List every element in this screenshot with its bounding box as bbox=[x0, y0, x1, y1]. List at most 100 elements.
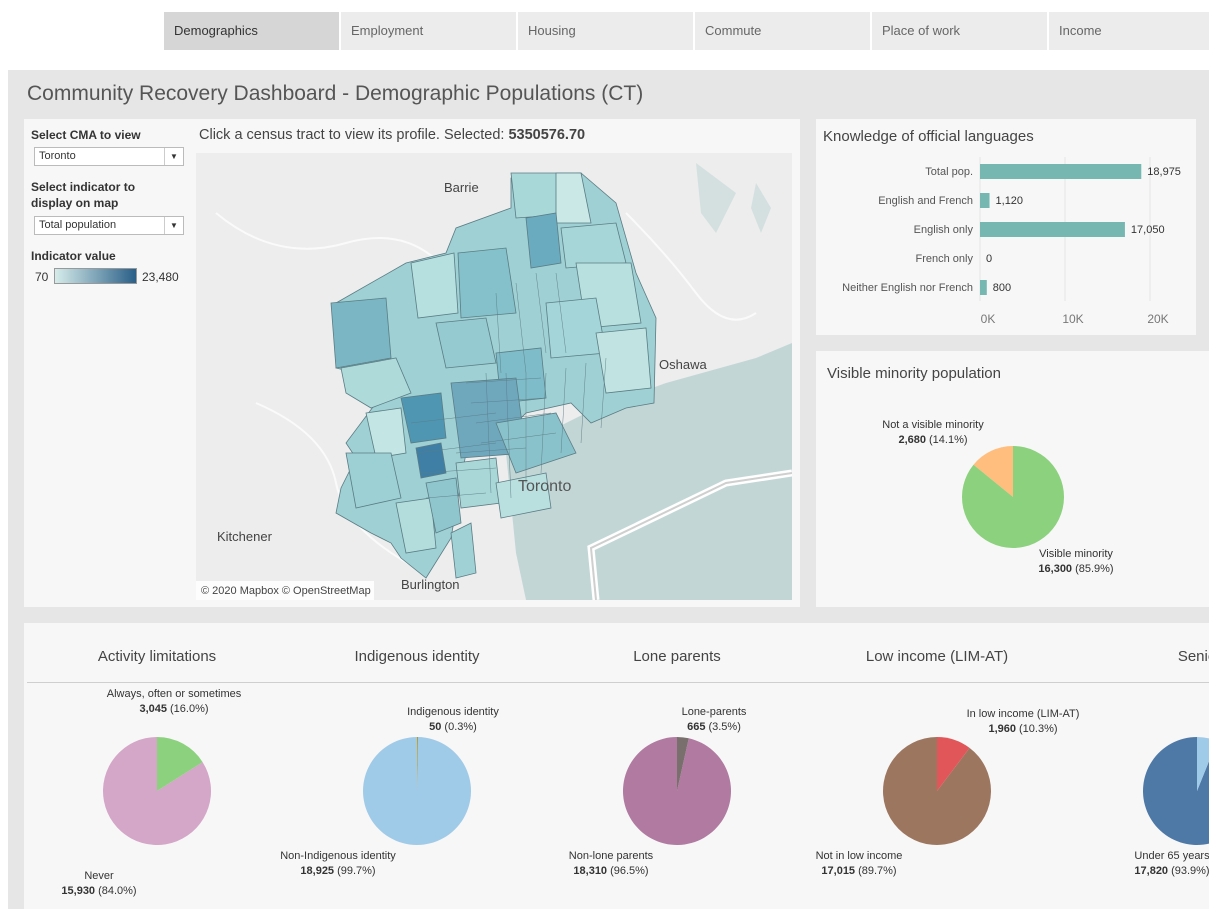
major-slice-pct: (96.5%) bbox=[610, 865, 649, 877]
visible-minority-chart: Not a visible minority 2,680 (14.1%) Visi… bbox=[882, 419, 1113, 575]
major-slice-number: 17,015 bbox=[821, 865, 855, 877]
slice-value-number: 16,300 bbox=[1038, 563, 1072, 575]
pie-slice-minor[interactable] bbox=[937, 737, 970, 791]
legend-ramp bbox=[54, 268, 137, 284]
minor-slice-value: 665 (3.5%) bbox=[687, 721, 741, 733]
minor-slice-number: 1,960 bbox=[988, 723, 1016, 735]
major-slice-value: 17,015 (89.7%) bbox=[821, 865, 896, 877]
languages-chart: Total pop. 18,975 English and French 1,120 E… bbox=[842, 157, 1181, 326]
major-slice-value: 17,820 (93.9%) bbox=[1134, 865, 1209, 877]
pie-slice-not-visible-minority[interactable] bbox=[973, 446, 1013, 497]
minor-slice-label: Indigenous identity bbox=[407, 706, 499, 718]
indicator-select-value: Total population bbox=[39, 219, 117, 231]
bar-value-label: 17,050 bbox=[1131, 224, 1165, 236]
major-slice-label: Non-Indigenous identity bbox=[280, 850, 396, 862]
bar-value-label: 0 bbox=[986, 253, 992, 265]
pie-title: Lone parents bbox=[633, 648, 721, 665]
census-tracts[interactable] bbox=[330, 172, 657, 579]
pie-slice-minor[interactable] bbox=[1197, 737, 1209, 791]
legend-max: 23,480 bbox=[142, 270, 179, 284]
major-slice-pct: (93.9%) bbox=[1171, 865, 1209, 877]
map-attribution: © 2020 Mapbox © OpenStreetMap bbox=[201, 585, 371, 597]
axis-tick-label: 20K bbox=[1147, 312, 1168, 326]
tab-housing[interactable]: Housing bbox=[518, 12, 693, 50]
cma-select-value: Toronto bbox=[39, 150, 76, 162]
bar-category-label: English and French bbox=[878, 195, 973, 207]
chevron-down-icon[interactable]: ▼ bbox=[164, 217, 183, 234]
bar[interactable] bbox=[980, 164, 1142, 179]
tab-place-of-work[interactable]: Place of work bbox=[872, 12, 1047, 50]
tab-demographics[interactable]: Demographics bbox=[164, 12, 339, 50]
map-labels: Barrie Oshawa Kitchener Burlington Toron… bbox=[217, 180, 707, 592]
bar[interactable] bbox=[980, 193, 990, 208]
visible-minority-title: Visible minority population bbox=[827, 365, 1001, 382]
pie-slice-minor[interactable] bbox=[417, 737, 419, 791]
pie-title: Activity limitations bbox=[98, 648, 216, 665]
selected-tract: 5350576.70 bbox=[508, 127, 586, 143]
minor-slice-pct: (10.3%) bbox=[1019, 723, 1058, 735]
cma-label: Select CMA to view bbox=[31, 128, 141, 142]
chevron-down-icon[interactable]: ▼ bbox=[164, 148, 183, 165]
visible-minority-panel: Visible minority population Not a visibl… bbox=[816, 351, 1209, 607]
bar-category-label: French only bbox=[916, 253, 974, 265]
cma-select[interactable]: Toronto ▼ bbox=[34, 147, 184, 166]
pie-slice-major[interactable] bbox=[623, 737, 732, 845]
minor-slice-label: In low income (LIM-AT) bbox=[967, 708, 1080, 720]
slice-value-pct: (85.9%) bbox=[1075, 563, 1114, 575]
demographic-pies-panel: Activity limitations Always, often or som… bbox=[24, 623, 1209, 909]
minor-slice-value: 50 (0.3%) bbox=[429, 721, 477, 733]
languages-title: Knowledge of official languages bbox=[823, 128, 1034, 145]
pie-slice-minor[interactable] bbox=[677, 737, 689, 791]
axis-tick-label: 10K bbox=[1062, 312, 1083, 326]
legend-min: 70 bbox=[35, 270, 49, 284]
bar-value-label: 800 bbox=[993, 282, 1011, 294]
lake-ontario bbox=[506, 343, 792, 600]
minor-slice-number: 3,045 bbox=[139, 703, 167, 715]
major-slice-label: Under 65 years bbox=[1134, 850, 1209, 862]
languages-panel: Knowledge of official languages Total po… bbox=[816, 119, 1196, 335]
pie-slice-visible-minority[interactable] bbox=[962, 446, 1064, 548]
bar-category-label: Total pop. bbox=[925, 166, 973, 178]
map-panel: Select CMA to view Toronto ▼ Select indi… bbox=[24, 119, 800, 607]
pie-slice-major[interactable] bbox=[363, 737, 472, 845]
major-slice-value: 18,310 (96.5%) bbox=[573, 865, 648, 877]
map-header-text: Click a census tract to view its profile… bbox=[199, 127, 509, 143]
slice-value: 16,300 (85.9%) bbox=[1038, 563, 1113, 575]
place-label-kitchener: Kitchener bbox=[217, 529, 273, 544]
map-canvas[interactable]: Barrie Oshawa Kitchener Burlington Toron… bbox=[196, 153, 792, 600]
major-slice-number: 18,310 bbox=[573, 865, 607, 877]
dashboard: Community Recovery Dashboard - Demograph… bbox=[8, 70, 1209, 909]
major-slice-number: 18,925 bbox=[300, 865, 334, 877]
pie-slice-major[interactable] bbox=[1143, 737, 1209, 845]
minor-slice-label: Lone-parents bbox=[682, 706, 747, 718]
pie-title: Low income (LIM-AT) bbox=[866, 648, 1008, 665]
minor-slice-pct: (0.3%) bbox=[444, 721, 476, 733]
place-label-burlington: Burlington bbox=[401, 577, 460, 592]
minor-slice-number: 665 bbox=[687, 721, 705, 733]
tab-employment[interactable]: Employment bbox=[341, 12, 516, 50]
major-slice-number: 15,930 bbox=[61, 885, 95, 897]
major-slice-label: Non-lone parents bbox=[569, 850, 654, 862]
bar[interactable] bbox=[980, 222, 1125, 237]
pie-slice-major[interactable] bbox=[882, 737, 991, 845]
bar-value-label: 18,975 bbox=[1147, 166, 1181, 178]
minor-slice-label: Always, often or sometimes bbox=[107, 688, 242, 700]
indicator-label: Select indicator to display on map bbox=[31, 180, 136, 210]
major-slice-value: 15,930 (84.0%) bbox=[61, 885, 136, 897]
census-tract-map[interactable]: Barrie Oshawa Kitchener Burlington Toron… bbox=[196, 153, 792, 600]
place-label-barrie: Barrie bbox=[444, 180, 479, 195]
slice-value-number: 2,680 bbox=[898, 434, 926, 446]
pie-slice-minor[interactable] bbox=[157, 737, 203, 791]
tab-commute[interactable]: Commute bbox=[695, 12, 870, 50]
tab-income[interactable]: Income bbox=[1049, 12, 1209, 50]
major-slice-label: Not in low income bbox=[816, 850, 903, 862]
major-slice-pct: (89.7%) bbox=[858, 865, 897, 877]
indicator-select[interactable]: Total population ▼ bbox=[34, 216, 184, 235]
slice-value-pct: (14.1%) bbox=[929, 434, 968, 446]
minor-slice-value: 1,960 (10.3%) bbox=[988, 723, 1057, 735]
major-slice-label: Never bbox=[84, 870, 114, 882]
bar[interactable] bbox=[980, 280, 987, 295]
minor-slice-pct: (3.5%) bbox=[708, 721, 740, 733]
minor-slice-value: 3,045 (16.0%) bbox=[139, 703, 208, 715]
pie-title: Indigenous identity bbox=[354, 648, 480, 665]
